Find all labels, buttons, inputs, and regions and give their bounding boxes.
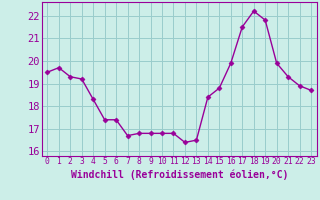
X-axis label: Windchill (Refroidissement éolien,°C): Windchill (Refroidissement éolien,°C) <box>70 169 288 180</box>
